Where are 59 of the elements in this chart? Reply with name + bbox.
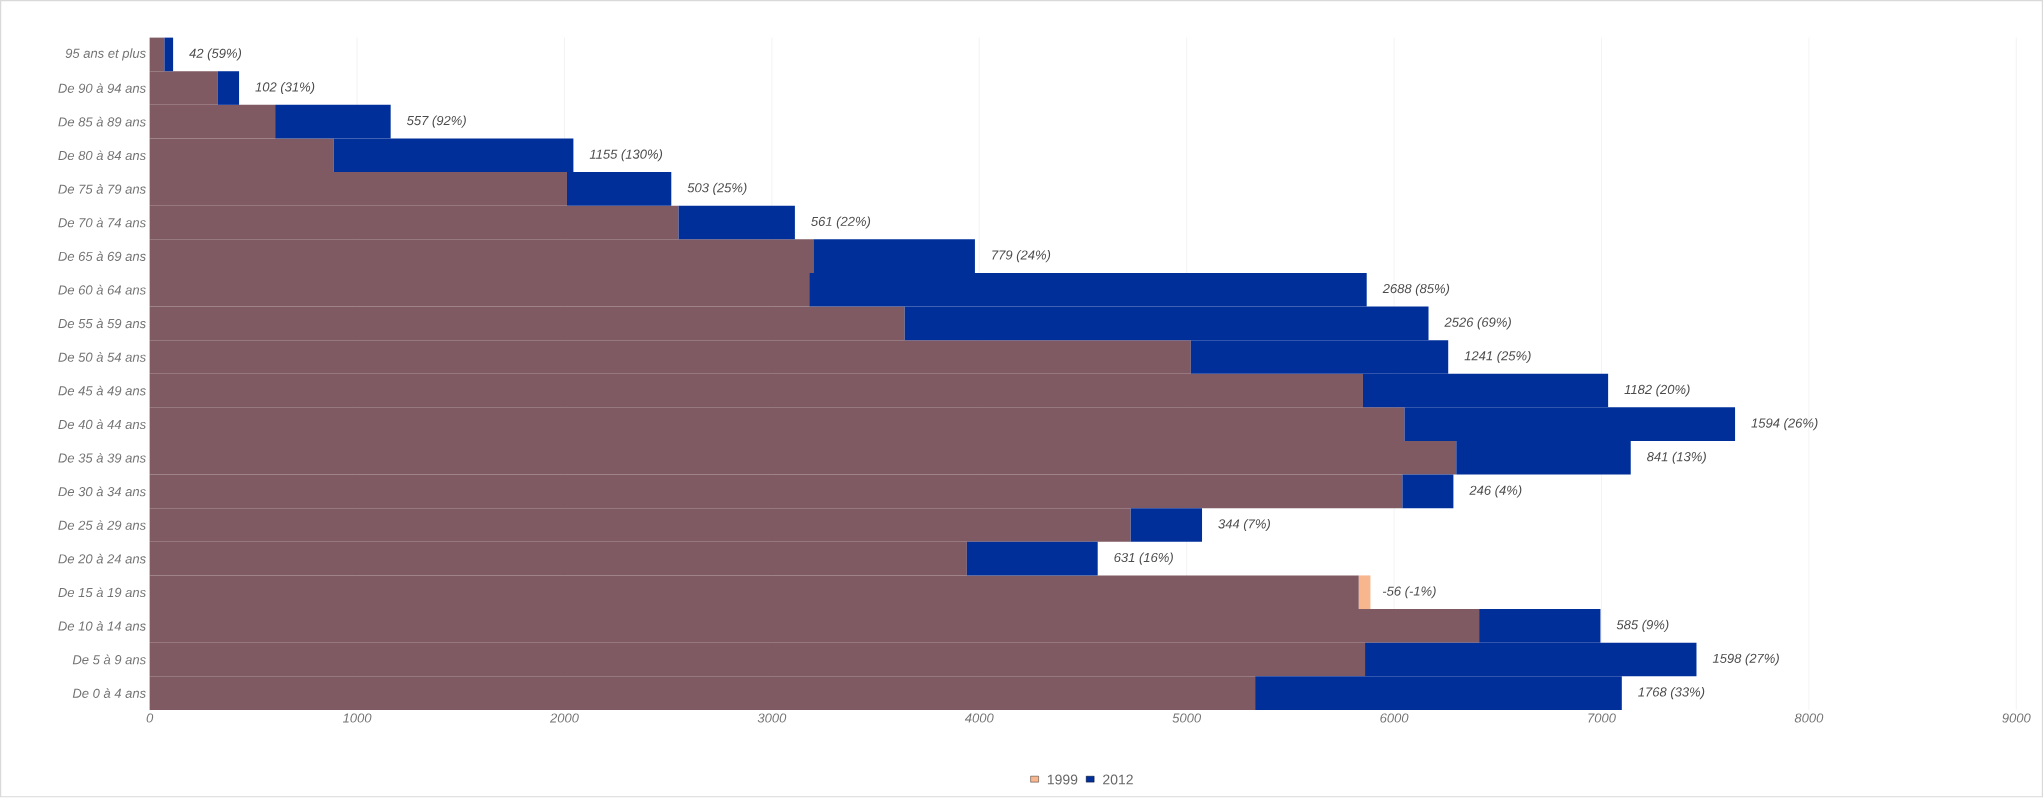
legend-label: 1999	[1047, 774, 1078, 785]
y-tick-label: De 20 à 24 ans	[58, 554, 146, 564]
legend-label: 2012	[1103, 774, 1133, 785]
y-tick-label: De 40 à 44 ans	[58, 419, 146, 430]
x-tick-label: 3000	[757, 713, 787, 723]
x-tick-label: 9000	[2002, 713, 2031, 723]
bar	[1358, 575, 1371, 610]
data-label: 102 (31%)	[255, 82, 315, 95]
x-tick-label: 1000	[342, 713, 372, 723]
data-label: 1241 (25%)	[1464, 351, 1531, 364]
y-tick-label: De 65 à 69 ans	[58, 251, 146, 262]
data-label: 1182 (20%)	[1624, 384, 1690, 397]
x-tick-label: 7000	[1588, 713, 1616, 723]
data-label: 1594 (26%)	[1751, 418, 1818, 431]
y-tick-label: De 60 à 64 ans	[58, 285, 146, 295]
y-tick-label: De 50 à 54 ans	[58, 352, 146, 363]
x-tick-label: 5000	[1172, 713, 1202, 723]
annotation: -56 (-1%)	[1382, 586, 1436, 599]
y-tick-label: De 0 à 4 ans	[72, 688, 146, 699]
data-label: 503 (25%)	[687, 183, 747, 196]
data-label: 42 (59%)	[189, 48, 242, 61]
data-label: 1155 (130%)	[589, 149, 663, 162]
data-label: 2526 (69%)	[1444, 317, 1511, 330]
y-tick-label: De 25 à 29 ans	[58, 520, 146, 531]
y-tick-label: De 85 à 89 ans	[58, 117, 146, 127]
bar	[1402, 474, 1454, 509]
y-tick-label: De 70 à 74 ans	[58, 217, 146, 228]
y-tick-label: De 80 à 84 ans	[58, 150, 146, 161]
data-label: 841 (13%)	[1647, 451, 1706, 465]
data-label: 557 (92%)	[406, 115, 466, 128]
data-label: 585 (9%)	[1616, 620, 1669, 633]
bar	[164, 37, 174, 72]
y-tick-label: De 5 à 9 ans	[72, 654, 146, 665]
data-label: 631 (16%)	[1114, 552, 1173, 565]
y-tick-label: De 55 à 59 ans	[58, 318, 146, 329]
y-tick-label: De 15 à 19 ans	[58, 587, 146, 598]
data-label: 344 (7%)	[1218, 519, 1270, 532]
x-tick-label: 8000	[1794, 713, 1824, 723]
x-tick-label: 0	[146, 713, 154, 723]
y-tick-label: De 10 à 14 ans	[58, 621, 146, 631]
data-label: 246 (4%)	[1469, 485, 1522, 498]
bar	[966, 542, 1098, 576]
y-tick-label: De 30 à 34 ans	[58, 486, 146, 497]
y-tick-label: De 90 à 94 ans	[58, 83, 146, 94]
data-label: 2688 (85%)	[1382, 283, 1450, 297]
x-tick-label: 4000	[964, 713, 994, 723]
bar	[217, 71, 240, 106]
y-tick-label: De 35 à 39 ans	[58, 453, 146, 463]
x-tick-label: 6000	[1380, 713, 1409, 723]
data-label: 1598 (27%)	[1712, 653, 1779, 666]
y-tick-label: 95 ans et plus	[65, 48, 146, 61]
bar	[1130, 508, 1203, 543]
bar	[678, 205, 795, 240]
data-label: 779 (24%)	[992, 250, 1051, 263]
data-label: 1768 (33%)	[1638, 687, 1705, 700]
y-tick-label: De 45 à 49 ans	[58, 385, 146, 396]
x-tick-label: 2000	[549, 713, 579, 723]
data-label: 561 (22%)	[811, 216, 871, 229]
y-tick-label: De 75 à 79 ans	[58, 184, 146, 194]
